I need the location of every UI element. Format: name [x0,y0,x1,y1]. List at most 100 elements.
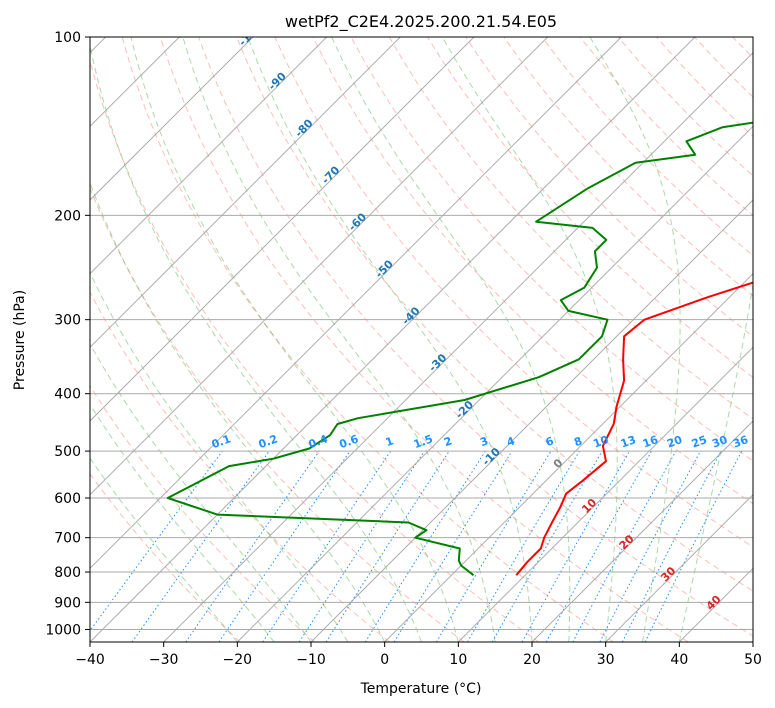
isotherm-label: -100 [236,20,265,49]
x-tick-label: 10 [449,652,467,668]
mixing-ratio-label: 1 [384,434,396,449]
x-tick-label: −20 [223,652,253,668]
moist-adiabat [130,37,459,642]
isotherm-line [90,37,696,642]
mixing-ratio-label: 0.4 [307,432,330,451]
dry-adiabat [159,37,689,642]
y-tick-label: 400 [54,387,81,403]
y-tick-label: 600 [54,491,81,507]
isotherm-label: -50 [373,257,396,280]
x-tick-label: −40 [75,652,105,668]
moist-adiabat [90,343,312,642]
moist-adiabat [90,457,238,642]
y-tick-label: 800 [54,565,81,581]
chart-title: wetPf2_C2E4.2025.200.21.54.E05 [285,12,557,32]
plot-frame [89,36,754,643]
isotherm-label: -70 [319,163,342,186]
mixing-ratio-label: 1.5 [412,432,435,451]
mixing-ratio-line [599,450,701,642]
mixing-ratio-line [185,450,320,642]
mixing-ratio-line [545,450,653,642]
moist-adiabat [90,403,275,642]
mixing-ratio-line [298,450,425,642]
moist-adiabat [441,37,618,642]
isotherm-line [678,567,753,642]
mixing-ratio-label: 0.2 [257,432,280,451]
dry-adiabat [503,37,753,297]
isotherm-line [605,493,753,642]
dry-adiabat [312,37,753,505]
x-tick-label: 20 [523,652,541,668]
mixing-ratio-label: 6 [544,434,556,449]
mixing-ratio-label: 30 [710,433,729,451]
dry-adiabat [121,37,614,642]
mixing-ratio-label: 2 [442,434,454,449]
x-tick-label: 30 [597,652,615,668]
x-tick-label: −30 [149,652,179,668]
moist-adiabat [90,181,386,642]
isotherm-label: -30 [426,351,449,374]
mixing-ratio-line [131,450,270,642]
isotherm-line [90,37,328,275]
mixing-ratio-line [521,450,630,642]
isotherm-line [236,125,753,642]
isotherm-line [163,51,753,642]
mixing-ratio-label: 3 [478,434,490,449]
mixing-ratio-label: 8 [572,434,584,449]
isotherm-line [90,37,401,349]
moist-adiabat [589,37,681,642]
isotherm-label: 10 [579,496,599,516]
y-tick-label: 1000 [45,622,81,638]
y-tick-label: 300 [54,313,81,329]
isotherm-label: -80 [292,116,315,139]
mixing-ratio-label: 0.1 [210,432,233,451]
profile-line [166,121,753,576]
isotherm-line [90,37,622,570]
mixing-ratio-line [262,450,392,642]
dry-adiabat [694,37,753,98]
x-tick-label: −10 [296,652,326,668]
x-tick-label: 50 [744,652,762,668]
dry-adiabat [90,472,241,642]
dry-adiabat [465,37,753,338]
dry-adiabat [90,59,540,642]
dry-adiabat [350,37,753,462]
dry-adiabat [274,37,753,548]
dry-adiabat [656,37,753,138]
y-tick-label: 900 [54,595,81,611]
moist-adiabat [331,37,571,642]
mixing-ratio-line [621,450,722,642]
profile-line [515,281,753,576]
mixing-ratio-line [364,450,486,642]
dry-adiabat [90,384,316,642]
isotherm-line [90,37,475,422]
isotherm-label: -60 [346,210,369,233]
isotherm-line [752,641,753,642]
mixing-ratio-label: 0.6 [338,432,361,451]
dry-adiabat [90,291,390,642]
mixing-ratio-label: 25 [690,433,709,450]
dry-adiabat [732,37,753,59]
dry-adiabat [771,37,775,642]
mixing-ratio-label: 4 [505,434,517,449]
isotherm-line [90,37,549,496]
x-tick-label: 40 [670,652,688,668]
mixing-ratio-line [218,450,351,642]
isotherm-label: -40 [399,304,422,327]
dry-adiabat [541,37,753,257]
y-tick-label: 700 [54,531,81,547]
isotherm-label: 40 [704,592,724,612]
dry-adiabat [90,186,465,642]
mixing-ratio-line [393,450,513,642]
y-axis-label: Pressure (hPa) [12,290,28,390]
mixing-ratio-label: 10 [591,433,610,451]
y-tick-label: 500 [54,444,81,460]
isotherm-line [457,346,753,642]
isotherm-line [90,37,254,201]
isotherm-label: 20 [617,532,637,552]
mixing-ratio-label: 36 [731,433,750,451]
y-tick-label: 200 [54,208,81,224]
isotherm-label: 30 [658,564,678,584]
mixing-ratio-line [572,450,677,642]
